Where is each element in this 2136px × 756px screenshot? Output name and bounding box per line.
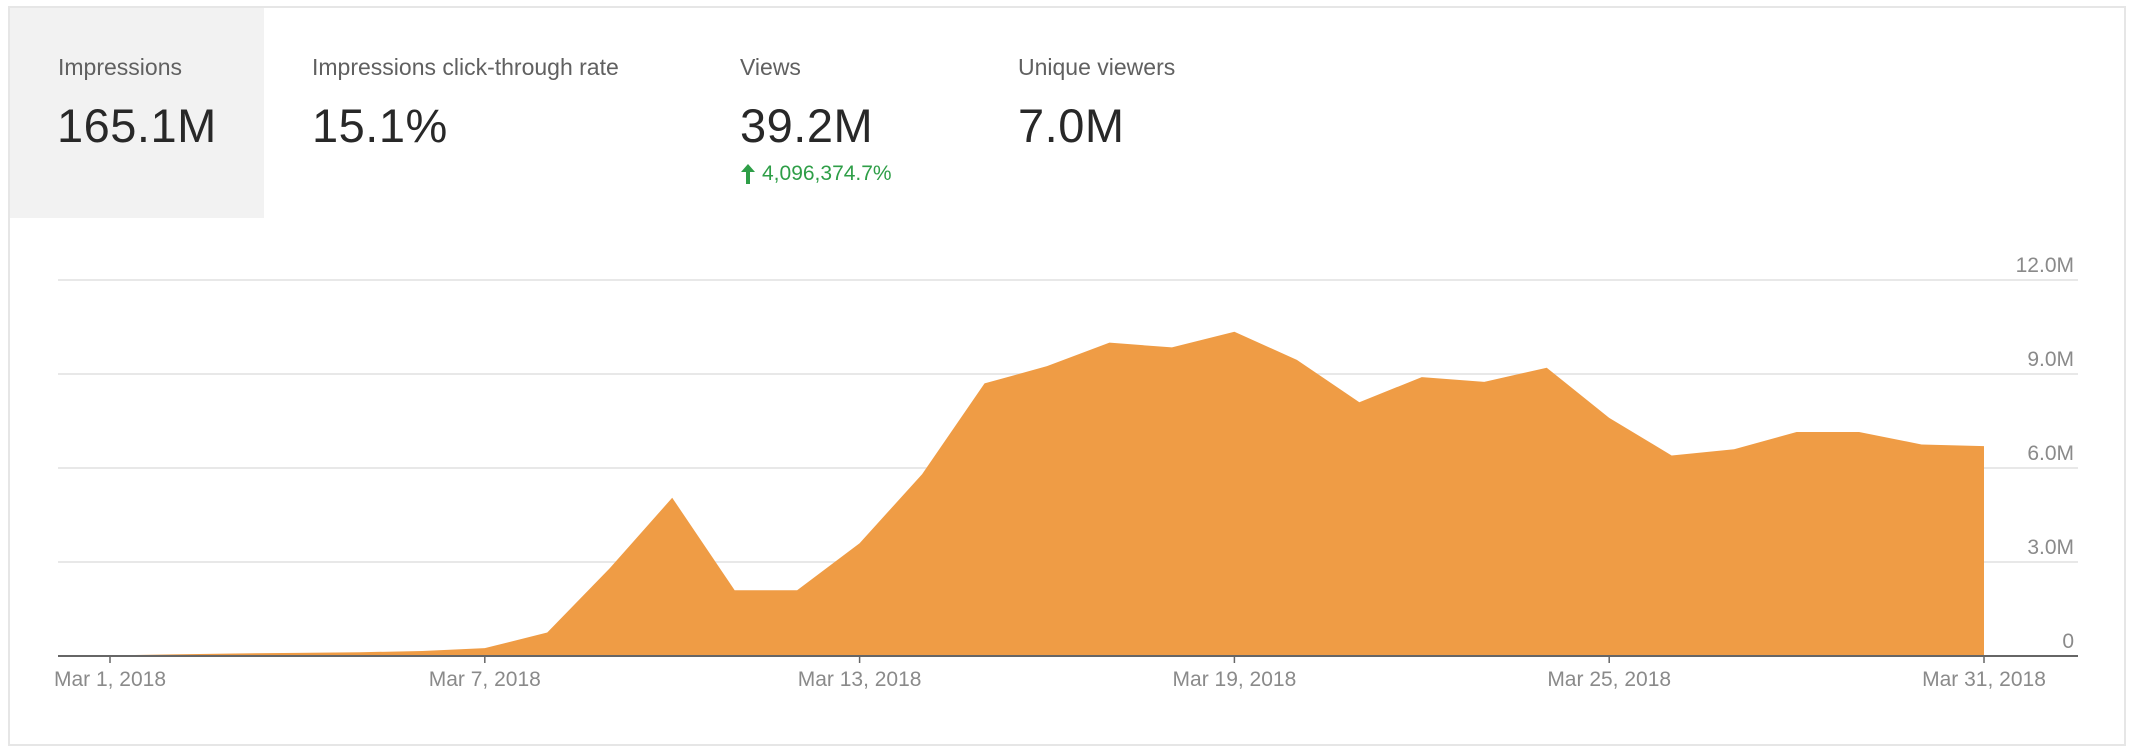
x-tick-label: Mar 31, 2018 [1922,668,2046,691]
impressions-area-chart: 0 3.0M 6.0M 9.0M 12.0M Mar 1, 2018 Mar 7, 2018… [54,254,2078,691]
x-tick-label: Mar 19, 2018 [1173,668,1297,691]
x-tick-label: Mar 1, 2018 [54,668,166,691]
metric-delta: 4,096,374.7% [740,162,892,186]
x-tick-label: Mar 25, 2018 [1547,668,1671,691]
x-tick-label: Mar 7, 2018 [429,668,541,691]
y-tick-label: 6.0M [2027,442,2074,465]
metric-tab-unique-viewers[interactable]: Unique viewers 7.0M [960,8,1260,218]
series-area [110,331,1984,656]
metric-tab-impressions[interactable]: Impressions 165.1M [10,8,264,218]
metric-value: 15.1% [312,99,448,152]
metric-label: Views [740,54,801,80]
metric-tab-impressions-ctr[interactable]: Impressions click-through rate 15.1% [264,8,684,218]
y-tick-label: 3.0M [2027,536,2074,559]
metric-value: 165.1M [57,99,217,152]
metric-value: 7.0M [1018,99,1125,152]
metric-delta-value: 4,096,374.7% [762,162,892,185]
metric-label: Impressions click-through rate [312,54,619,80]
metric-label: Impressions [58,54,182,80]
y-tick-label: 9.0M [2027,348,2074,371]
analytics-card: Impressions 165.1M Impressions click-thr… [8,6,2126,746]
x-tick-label: Mar 13, 2018 [798,668,922,691]
y-tick-label: 0 [2062,630,2074,653]
metric-label: Unique viewers [1018,54,1176,80]
metric-value: 39.2M [740,99,874,152]
arrow-up-icon [741,164,755,184]
metric-tab-views[interactable]: Views 39.2M 4,096,374.7% [684,8,960,218]
y-tick-label: 12.0M [2016,254,2074,277]
